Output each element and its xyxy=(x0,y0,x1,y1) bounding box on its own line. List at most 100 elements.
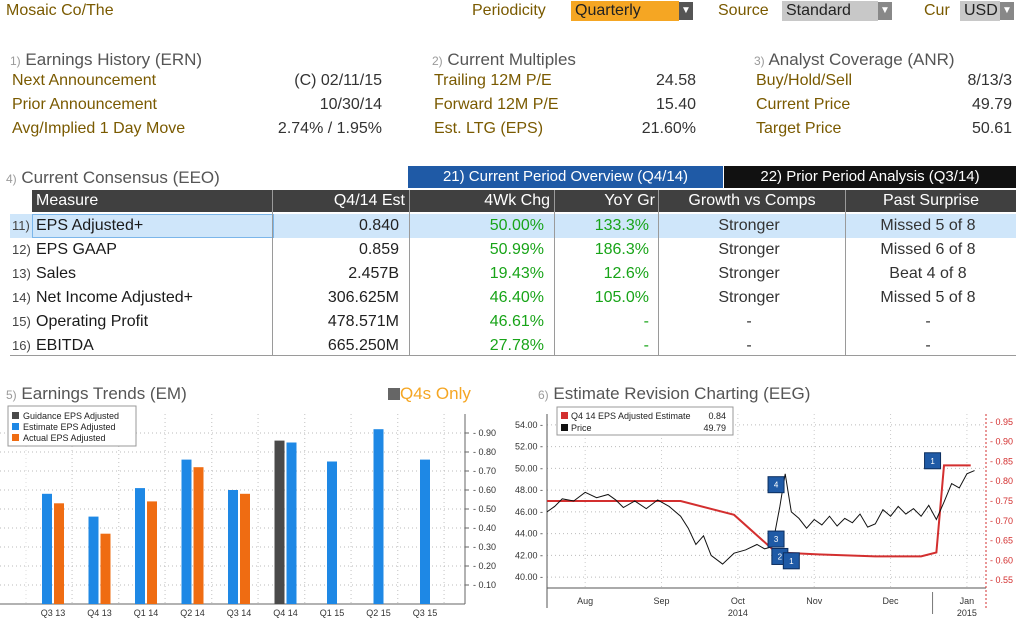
table-row[interactable]: 11) EPS Adjusted+ 0.840 50.00% 133.3% Stronge… xyxy=(10,214,1016,238)
table-row[interactable]: 14) Net Income Adjusted+ 306.625M 46.40% 105… xyxy=(10,286,1016,310)
revision-marker-label: 1 xyxy=(930,457,935,466)
revision-chart-title: Estimate Revision Charting (EEG) xyxy=(553,384,811,403)
earnings-history-panel: 1) Earnings History (ERN) Next Announcem… xyxy=(10,50,382,144)
currency-dropdown[interactable]: USD ▼ xyxy=(960,1,1014,21)
est-ltg-value: 21.60% xyxy=(641,120,696,137)
measure-cell[interactable]: EPS GAAP xyxy=(36,241,117,258)
chevron-down-icon[interactable]: ▼ xyxy=(878,2,892,20)
x-tick-label: Q2 15 xyxy=(366,608,391,618)
past-surprise-cell: Missed 5 of 8 xyxy=(880,217,976,234)
source-dropdown[interactable]: Standard ▼ xyxy=(782,1,892,21)
prior-announcement-value: 10/30/14 xyxy=(319,96,382,113)
measure-cell[interactable]: Net Income Adjusted+ xyxy=(36,289,193,306)
legend-box xyxy=(7,405,137,447)
consensus-table: Measure Q4/14 Est 4Wk Chg YoY Gr Growth … xyxy=(10,190,1016,356)
revision-marker[interactable]: 1 xyxy=(782,552,800,570)
chevron-down-icon[interactable]: ▼ xyxy=(1000,2,1014,20)
bar-actual-eps-adjusted-q4-13 xyxy=(100,533,111,604)
x-tick-label: Q4 14 xyxy=(273,608,298,618)
earnings-history-header[interactable]: 1) Earnings History (ERN) xyxy=(10,50,382,70)
column-header-est: Q4/14 Est xyxy=(273,190,409,212)
buy-hold-sell-label: Buy/Hold/Sell xyxy=(756,72,853,89)
x-tick-label: Sep xyxy=(654,596,670,606)
x-tick-label: Q3 14 xyxy=(227,608,252,618)
tab-current-period[interactable]: 21) Current Period Overview (Q4/14) xyxy=(408,166,723,188)
column-header-measure: Measure xyxy=(32,190,276,212)
list-item: Avg/Implied 1 Day Move 2.74% / 1.95% xyxy=(10,120,382,144)
revision-marker[interactable]: 4 xyxy=(767,476,785,494)
growth-vs-comps-cell: Stronger xyxy=(718,217,780,234)
table-row[interactable]: 15) Operating Profit 478.571M 46.61% - - - xyxy=(10,310,1016,334)
revision-chart-header[interactable]: 6) Estimate Revision Charting (EEG) xyxy=(538,384,810,404)
estimate-cell: 0.840 xyxy=(358,217,399,234)
q4s-only-label: Q4s Only xyxy=(400,384,471,403)
revision-marker-label: 4 xyxy=(774,481,779,490)
4wk-chg-cell: 50.00% xyxy=(489,217,544,234)
measure-cell[interactable]: EPS Adjusted+ xyxy=(36,217,144,234)
table-row[interactable]: 13) Sales 2.457B 19.43% 12.6% Stronger Beat 4 … xyxy=(10,262,1016,286)
y-left-tick-label: 40.00 - xyxy=(515,572,543,582)
y-axis-ticks: 40.00 - 42.00 - 44.00 - 46.00 - 48.00 - 50.00… xyxy=(515,417,1013,585)
table-row[interactable]: 16) EBITDA 665.250M 27.78% - - - xyxy=(10,334,1016,358)
buy-hold-sell-value: 8/13/3 xyxy=(967,72,1012,89)
column-header-4wk-chg: 4Wk Chg xyxy=(410,190,554,212)
y-tick-label: - 0.30 xyxy=(473,542,496,552)
y-tick-label: - 0.10 xyxy=(473,580,496,590)
revision-marker[interactable]: 3 xyxy=(767,530,785,548)
bar-estimate-eps-adjusted-q2-15 xyxy=(373,429,384,604)
earnings-trends-header[interactable]: 5) Earnings Trends (EM) xyxy=(6,384,187,404)
series-line-price xyxy=(546,470,975,565)
bar-actual-eps-adjusted-q1-14 xyxy=(147,501,157,604)
analyst-coverage-panel: 3) Analyst Coverage (ANR) Buy/Hold/Sell … xyxy=(754,50,1012,144)
top-bar: Mosaic Co/The Periodicity Quarterly ▼ Sou… xyxy=(0,0,1024,24)
analyst-coverage-header[interactable]: 3) Analyst Coverage (ANR) xyxy=(754,50,1012,70)
list-item: Next Announcement (C) 02/11/15 xyxy=(10,72,382,96)
x-tick-label: Dec xyxy=(883,596,900,606)
tab-prior-period[interactable]: 22) Prior Period Analysis (Q3/14) xyxy=(724,166,1016,188)
periodicity-dropdown[interactable]: Quarterly ▼ xyxy=(571,1,693,21)
chart-grid xyxy=(546,414,987,608)
4wk-chg-cell: 46.40% xyxy=(489,289,544,306)
avg-implied-move-label: Avg/Implied 1 Day Move xyxy=(12,120,186,137)
row-number: 13) xyxy=(12,266,31,281)
revision-marker-box[interactable] xyxy=(782,552,800,570)
estimate-cell: 665.250M xyxy=(327,337,399,354)
consensus-header[interactable]: 4) Current Consensus (EEO) xyxy=(6,168,220,188)
revision-marker[interactable]: 1 xyxy=(924,452,942,470)
table-row[interactable]: 12) EPS GAAP 0.859 50.99% 186.3% Stronger Miss… xyxy=(10,238,1016,262)
y-right-tick-label: - 0.70 xyxy=(990,516,1013,526)
revision-marker-box[interactable] xyxy=(924,452,942,470)
y-right-tick-label: - 0.95 xyxy=(990,417,1013,427)
4wk-chg-cell: 27.78% xyxy=(489,337,544,354)
section-number: 1) xyxy=(10,54,21,68)
measure-cell[interactable]: Sales xyxy=(36,265,77,282)
list-item: Forward 12M P/E 15.40 xyxy=(432,96,696,120)
legend-price-label: Price xyxy=(571,423,592,433)
legend-entry: Estimate EPS Adjusted xyxy=(23,422,116,432)
divider xyxy=(554,190,555,356)
x-tick-label: Q4 13 xyxy=(87,608,112,618)
past-surprise-cell: Missed 5 of 8 xyxy=(880,289,976,306)
row-highlight xyxy=(10,214,1016,238)
revision-marker-box[interactable] xyxy=(767,476,785,494)
legend-price-value: 49.79 xyxy=(703,423,726,433)
checkbox-icon[interactable] xyxy=(388,388,400,400)
section-number: 2) xyxy=(432,54,443,68)
yoy-gr-cell: 133.3% xyxy=(594,217,649,234)
q4s-only-toggle[interactable]: Q4s Only xyxy=(388,384,471,404)
measure-cell[interactable]: EBITDA xyxy=(36,337,94,354)
measure-cell[interactable]: Operating Profit xyxy=(36,313,149,330)
avg-implied-move-value: 2.74% / 1.95% xyxy=(277,120,382,137)
bar-estimate-eps-adjusted-q1-14 xyxy=(135,488,145,604)
revision-marker-box[interactable] xyxy=(767,530,785,548)
x-tick-label: Q1 15 xyxy=(320,608,345,618)
list-item: Buy/Hold/Sell 8/13/3 xyxy=(754,72,1012,96)
currency-value: USD xyxy=(960,1,1000,21)
chevron-down-icon[interactable]: ▼ xyxy=(679,2,693,20)
bar-actual-eps-adjusted-q3-14 xyxy=(240,493,250,604)
estimate-cell: 2.457B xyxy=(348,265,399,282)
growth-vs-comps-cell: - xyxy=(746,337,752,354)
selected-cell-outline xyxy=(32,214,274,238)
list-item: Est. LTG (EPS) 21.60% xyxy=(432,120,696,144)
y-tick-label: - 0.60 xyxy=(473,485,496,495)
